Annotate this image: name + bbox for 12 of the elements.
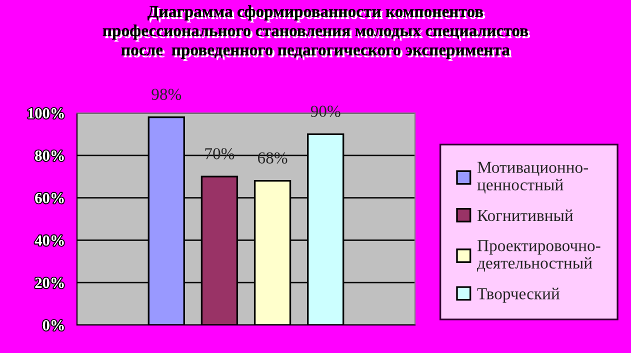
y-tick-label: 20% — [35, 278, 64, 288]
legend-label: Творческий — [477, 288, 560, 303]
y-tick-label: 60% — [35, 192, 64, 204]
data-label: 98% — [152, 88, 182, 100]
legend-label: Мотивационно-ценностный — [477, 162, 588, 194]
y-tick-label: 40% — [34, 235, 64, 246]
legend-label: Проектировочно-деятельностный — [477, 240, 600, 272]
y-tick-label: 80% — [35, 150, 64, 161]
y-tick-label: 0% — [42, 320, 64, 330]
chart-title: Диаграмма сформированности компонентов профессионального становления молодых специалистов после проведенного педагогического эксперимента — [102, 5, 530, 61]
y-tick-label: 100% — [28, 108, 64, 118]
legend-label: Когнитивный — [477, 210, 574, 222]
